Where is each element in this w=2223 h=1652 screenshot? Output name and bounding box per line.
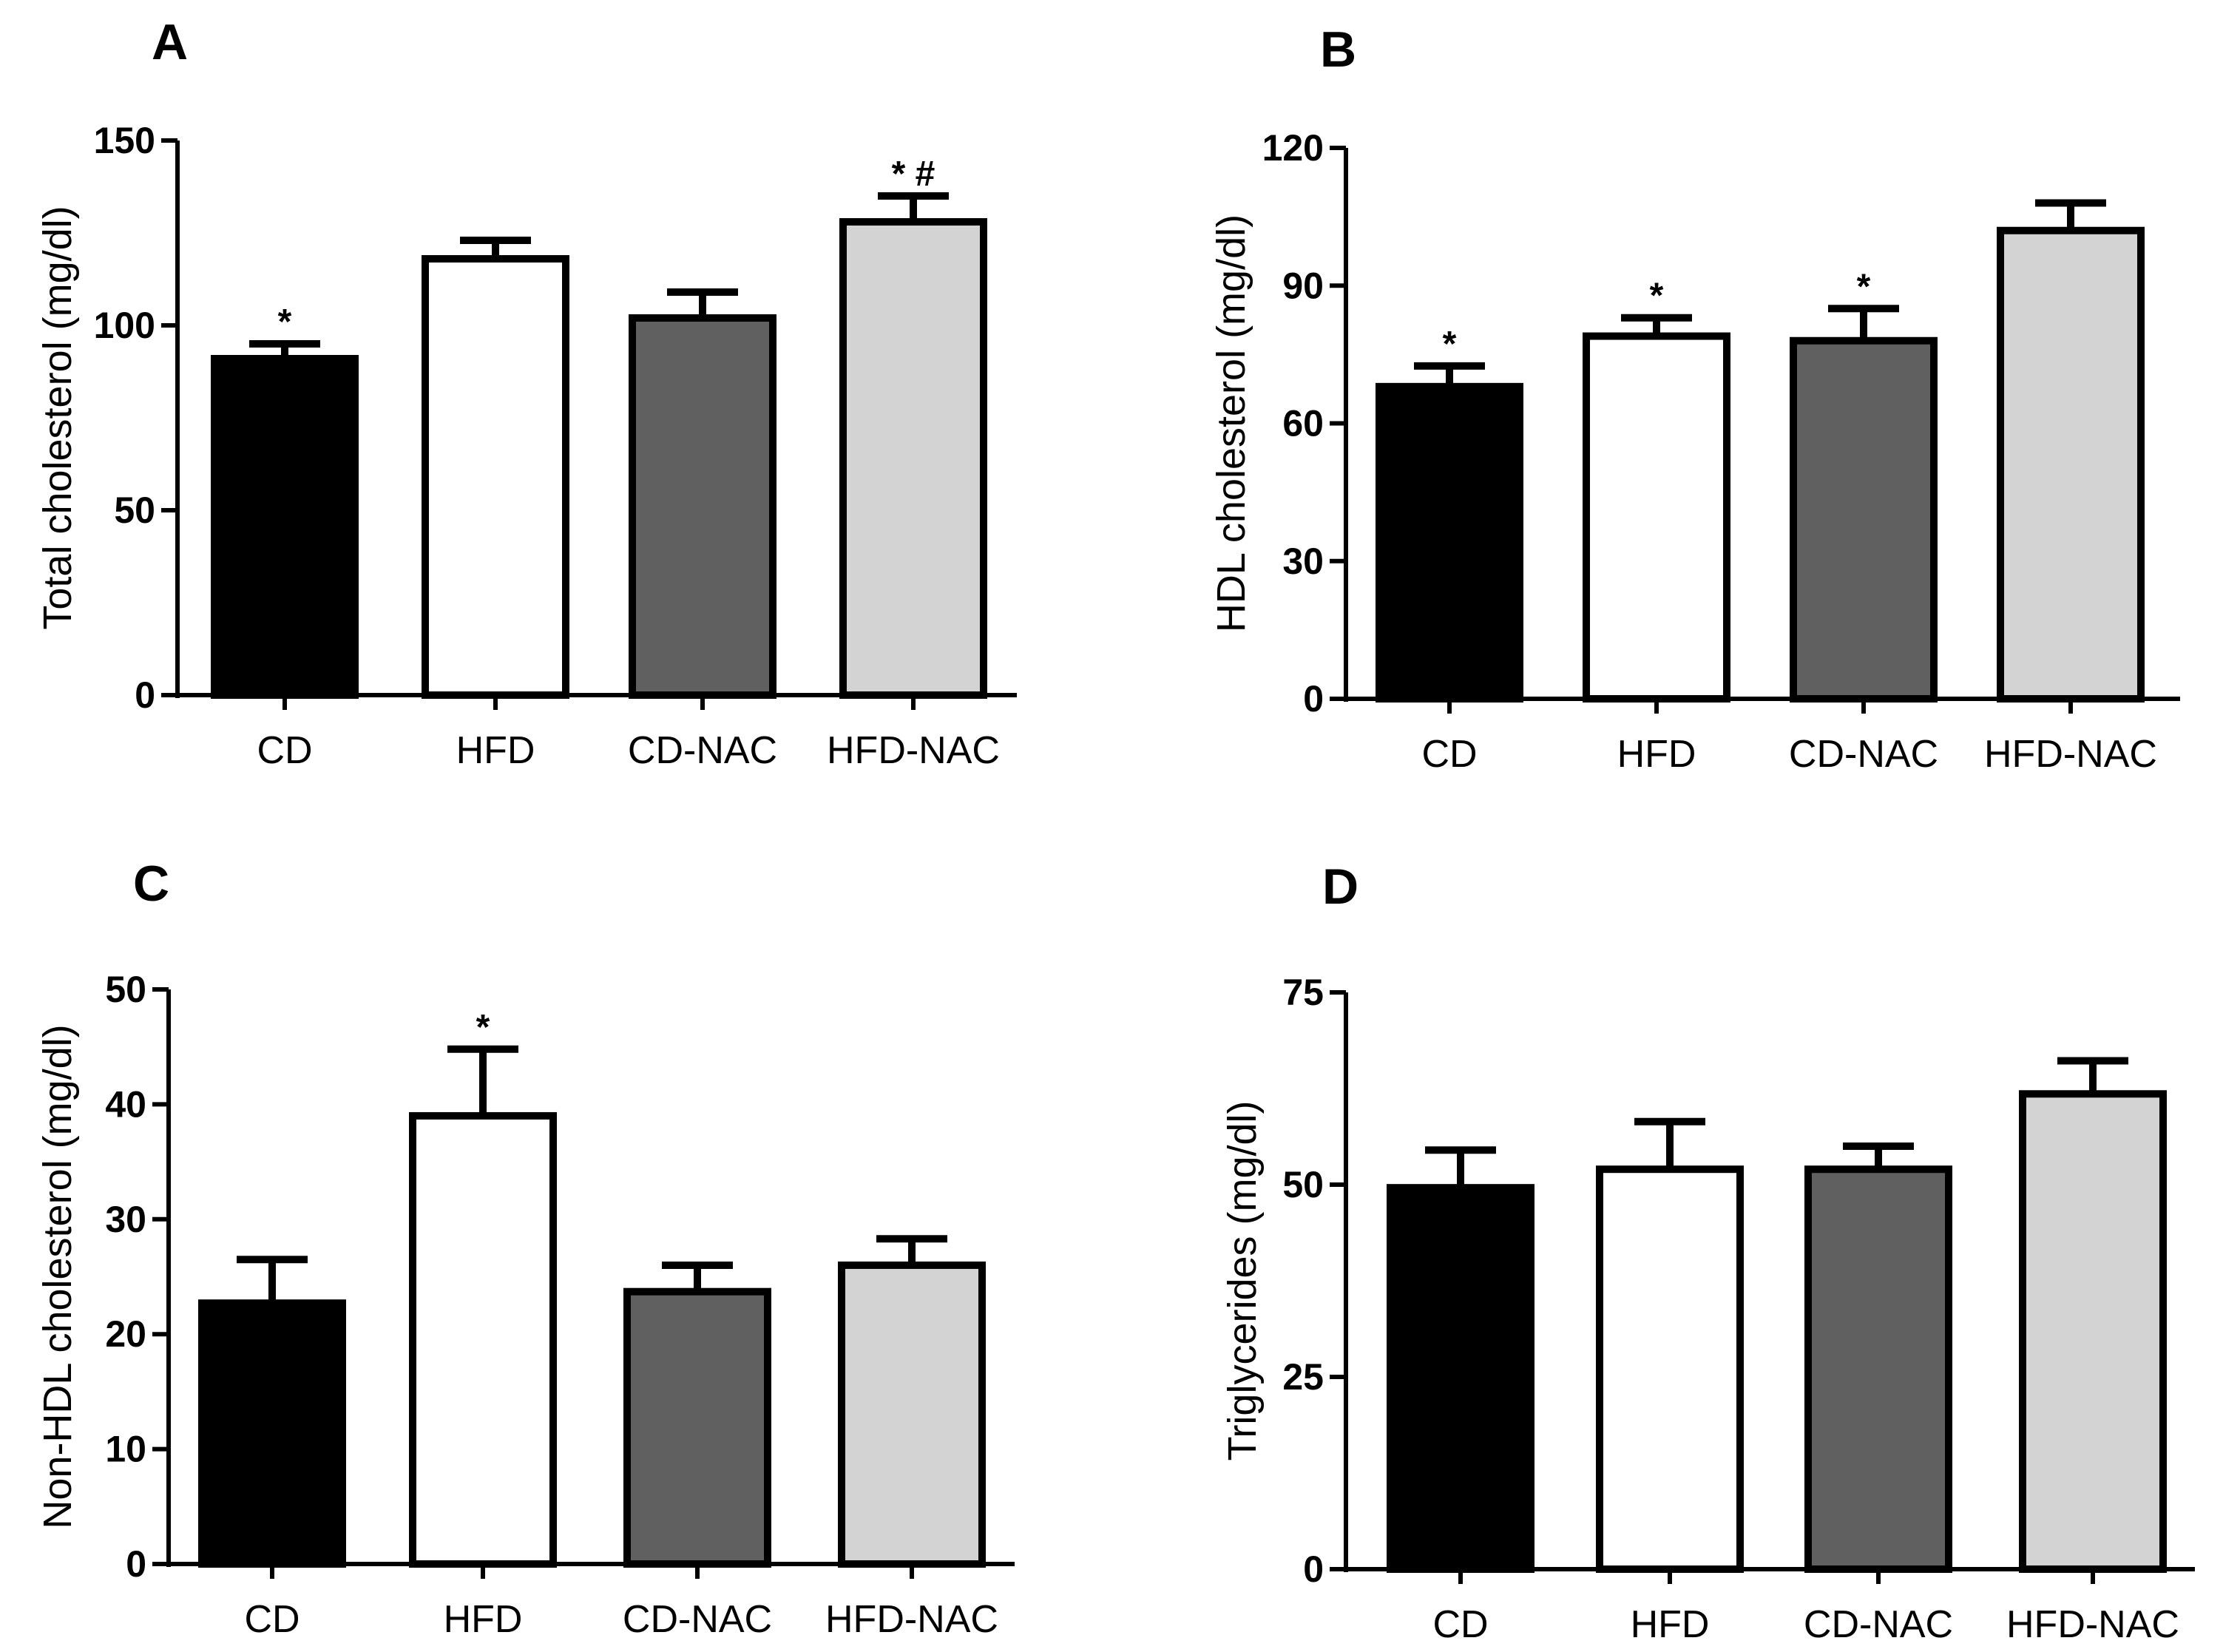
y-axis-title: Triglycerides (mg/dl)	[1220, 1100, 1265, 1460]
x-tick-label: CD	[244, 1598, 300, 1641]
y-tick-label: 30	[105, 1199, 146, 1240]
x-tick-label: HFD	[456, 729, 535, 772]
panel-c: C Non-HDL cholesterol (mg/dl) CD * HFD CD-NAC…	[35, 856, 1015, 1641]
bar-cd	[198, 1299, 346, 1568]
panel-a: A Total cholesterol (mg/dl) * CD HFD CD-NAC * …	[35, 14, 1017, 772]
x-tick-label: CD-NAC	[628, 729, 777, 772]
significance-marker: *	[1443, 325, 1457, 364]
bar-cd-nac	[1804, 1165, 1952, 1573]
significance-marker: * #	[892, 155, 935, 194]
significance-marker: *	[476, 1008, 490, 1047]
y-tick-label: 75	[1282, 972, 1324, 1013]
x-tick-label: HFD	[1617, 733, 1696, 776]
y-tick-label: 90	[1282, 265, 1324, 306]
y-axis-title: Total cholesterol (mg/dl)	[35, 206, 80, 629]
bar-hfd-nac	[839, 218, 987, 699]
y-axis-title: Non-HDL cholesterol (mg/dl)	[35, 1024, 80, 1529]
significance-marker: *	[1650, 277, 1664, 316]
x-tick-label: CD-NAC	[1804, 1603, 1953, 1646]
y-tick-label: 50	[105, 969, 146, 1010]
significance-marker: *	[1857, 267, 1871, 306]
panel-letter: D	[1322, 859, 1358, 915]
bar-cd-nac	[1790, 336, 1938, 703]
bar-cd-nac	[623, 1287, 771, 1568]
x-tick-label: CD	[1432, 1603, 1488, 1646]
significance-marker: *	[278, 302, 292, 342]
x-tick-label: HFD	[444, 1598, 523, 1641]
bar-hfd-nac	[2019, 1090, 2167, 1573]
panel-letter: C	[133, 856, 169, 912]
x-tick-label: CD-NAC	[1789, 733, 1938, 776]
bar-cd-nac	[629, 314, 776, 699]
y-tick-label: 50	[114, 490, 155, 531]
bar-hfd	[1583, 332, 1730, 703]
bar-hfd	[1596, 1165, 1744, 1573]
panel-d: D Triglycerides (mg/dl) CD HFD CD-NAC HFD-NAC…	[1220, 859, 2195, 1646]
bar-cd	[211, 355, 359, 699]
bar-hfd	[422, 255, 569, 699]
y-tick-label: 60	[1282, 403, 1324, 444]
panel-letter: B	[1320, 21, 1356, 78]
bar-hfd-nac	[1997, 226, 2145, 703]
y-tick-label: 40	[105, 1083, 146, 1125]
x-tick-label: HFD-NAC	[2006, 1603, 2179, 1646]
x-tick-label: CD	[257, 729, 312, 772]
x-tick-label: CD	[1421, 733, 1477, 776]
y-tick-label: 10	[105, 1429, 146, 1470]
panel-b: B HDL cholesterol (mg/dl) * CD * HFD * CD-NAC HF…	[1209, 21, 2180, 776]
y-tick-label: 30	[1282, 541, 1324, 582]
y-tick-label: 20	[105, 1313, 146, 1355]
x-tick-label: HFD-NAC	[827, 729, 1000, 772]
y-tick-label: 0	[1303, 678, 1324, 720]
y-tick-label: 25	[1282, 1356, 1324, 1398]
bar-hfd-nac	[838, 1261, 986, 1568]
y-tick-label: 0	[126, 1543, 146, 1585]
bar-cd	[1387, 1184, 1535, 1574]
y-axis-title: HDL cholesterol (mg/dl)	[1209, 214, 1253, 632]
y-tick-label: 150	[94, 120, 155, 161]
panel-letter: A	[152, 14, 188, 70]
y-tick-label: 0	[1303, 1548, 1324, 1590]
bar-cd	[1376, 382, 1523, 703]
x-tick-label: CD-NAC	[623, 1598, 772, 1641]
y-tick-label: 50	[1282, 1164, 1324, 1205]
bar-hfd	[409, 1111, 557, 1568]
x-tick-label: HFD	[1631, 1603, 1710, 1646]
x-tick-label: HFD-NAC	[1984, 733, 2157, 776]
x-tick-label: HFD-NAC	[825, 1598, 998, 1641]
y-tick-label: 100	[94, 305, 155, 346]
y-tick-label: 120	[1262, 127, 1324, 169]
y-tick-label: 0	[135, 674, 155, 716]
